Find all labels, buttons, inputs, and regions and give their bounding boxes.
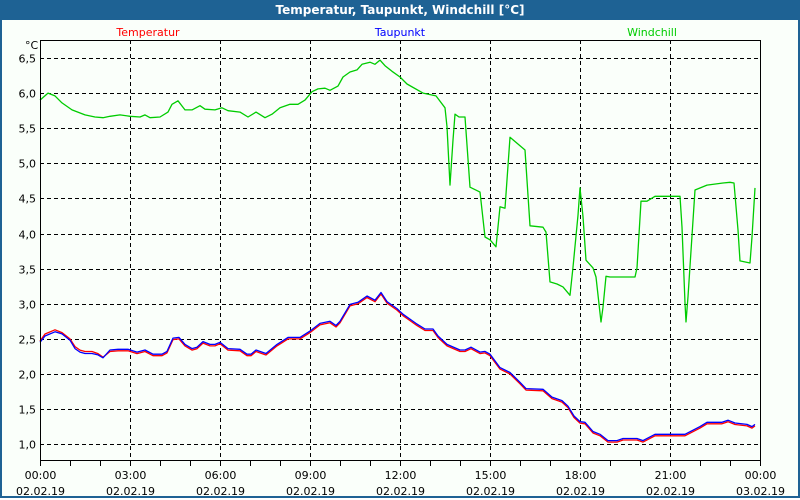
grid	[40, 40, 760, 461]
x-tick-time: 00:00	[25, 469, 57, 482]
series-line-taupunkt	[39, 291, 756, 442]
y-tick-label: 3,0	[19, 299, 37, 312]
x-tick-date: 02.02.19	[376, 485, 425, 498]
legend-temperatur: Temperatur	[115, 26, 180, 39]
series-line-windchill	[39, 59, 756, 323]
x-tick-date: 02.02.19	[466, 485, 515, 498]
x-tick-date: 02.02.19	[196, 485, 245, 498]
x-tick-time: 15:00	[475, 469, 507, 482]
y-tick-label: 4,0	[19, 229, 37, 242]
x-tick-date: 02.02.19	[286, 485, 335, 498]
legend-taupunkt: Taupunkt	[374, 26, 426, 39]
y-tick-label: 5,0	[19, 158, 37, 171]
y-axis-unit: °C	[25, 39, 39, 52]
y-tick-label: 6,0	[19, 88, 37, 101]
series-line-temperatur	[39, 293, 756, 443]
series-lines	[39, 59, 756, 443]
y-tick-label: 5,5	[19, 123, 37, 136]
y-tick-label: 4,5	[19, 193, 37, 206]
y-tick-label: 2,5	[19, 334, 37, 347]
x-tick-date: 02.02.19	[556, 485, 605, 498]
y-tick-label: 2,0	[19, 369, 37, 382]
x-tick-time: 03:00	[115, 469, 147, 482]
x-tick-time: 18:00	[565, 469, 597, 482]
x-tick-date: 02.02.19	[16, 485, 65, 498]
legend: Temperatur Taupunkt Windchill	[115, 26, 677, 39]
x-tick-date: 02.02.19	[646, 485, 695, 498]
y-tick-label: 6,5	[19, 53, 37, 66]
window-title: Temperatur, Taupunkt, Windchill [°C]	[0, 0, 800, 20]
x-tick-time: 21:00	[655, 469, 687, 482]
x-tick-date: 03.02.19	[736, 485, 785, 498]
x-axis: 00:00 02.02.19 03:00 02.02.19 06:00 02.02.19 0…	[16, 461, 785, 498]
plot-frame	[40, 40, 761, 461]
y-tick-label: 1,5	[19, 404, 37, 417]
x-tick-time: 12:00	[385, 469, 417, 482]
x-tick-time: 06:00	[205, 469, 237, 482]
legend-windchill: Windchill	[627, 26, 677, 39]
y-tick-label: 1,0	[19, 439, 37, 452]
x-tick-time: 09:00	[295, 469, 327, 482]
x-tick-time: 00:00	[745, 469, 777, 482]
y-axis: 1,0 1,5 2,0 2,5 3,0 3,5 4,0 4,5 5,0 5,5 6,0 6,5	[19, 53, 37, 452]
y-tick-label: 3,5	[19, 264, 37, 277]
x-tick-date: 02.02.19	[106, 485, 155, 498]
